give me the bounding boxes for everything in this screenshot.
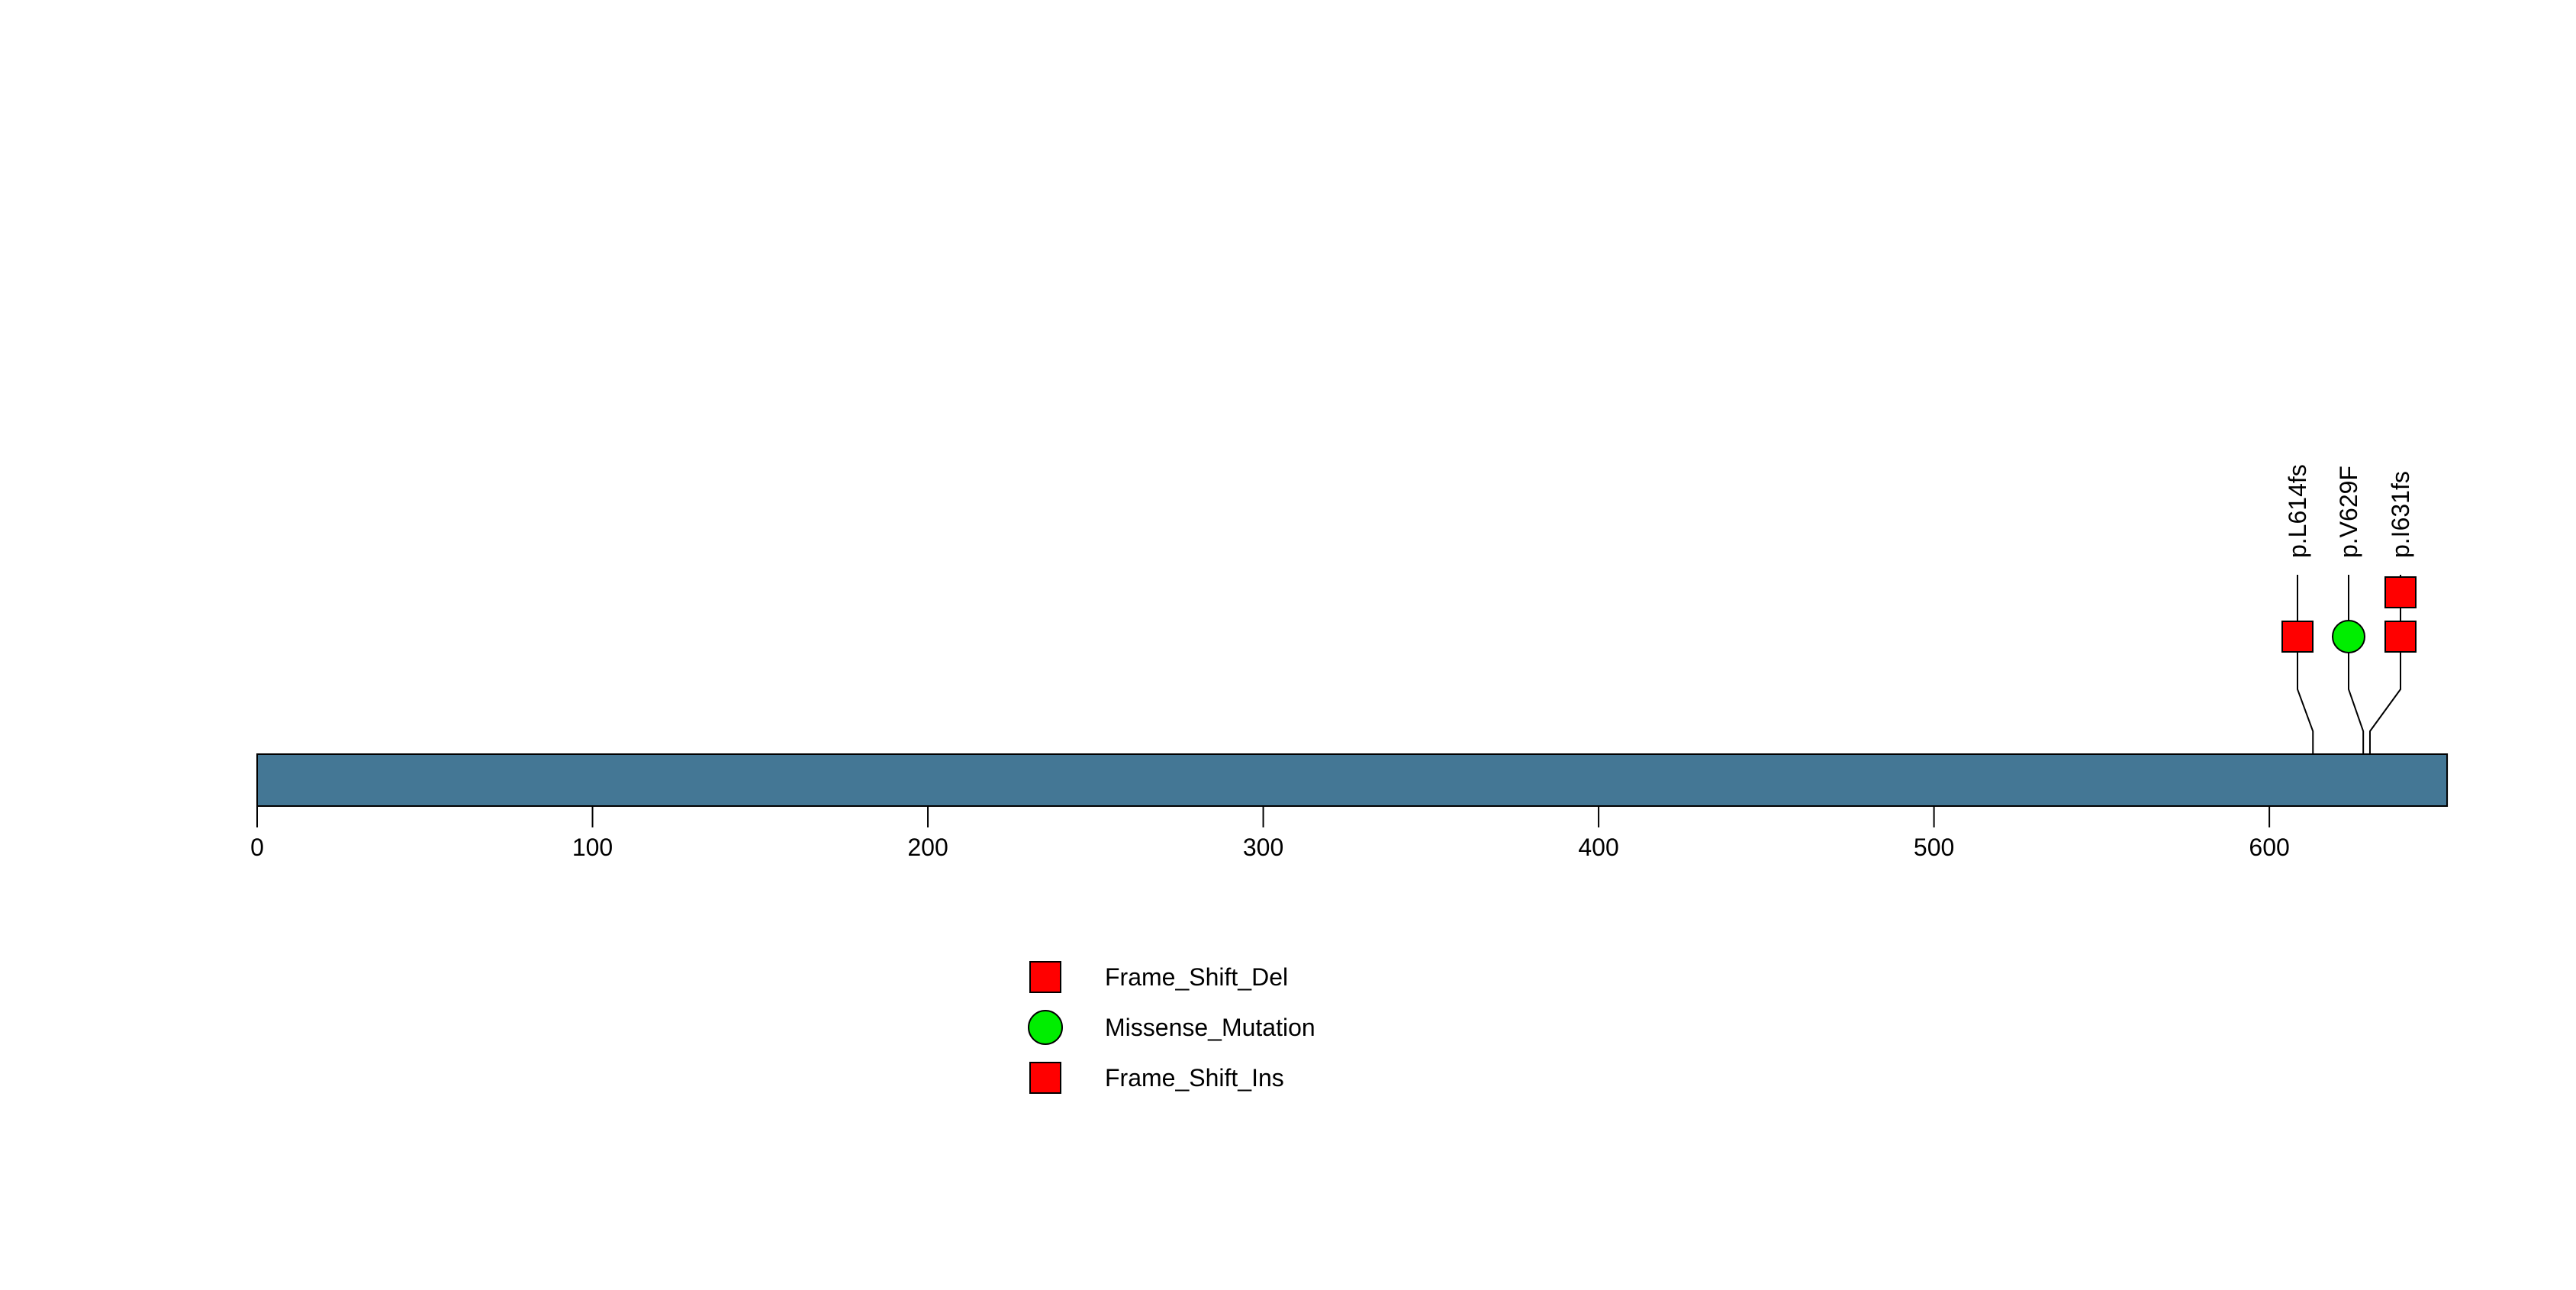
legend-label: Frame_Shift_Del [1105, 963, 1288, 991]
mutation-marker-circle [2332, 620, 2365, 653]
mutation-label: p.L614fs [2284, 464, 2311, 558]
axis-tick-label: 0 [250, 834, 264, 861]
axis-tick-label: 300 [1243, 834, 1283, 861]
axis-tick-label: 400 [1578, 834, 1618, 861]
mutation-label: p.I631fs [2387, 471, 2414, 558]
mutation-marker-square [2281, 621, 2314, 653]
axis-tick-label: 500 [1914, 834, 1954, 861]
mutation-label: p.V629F [2335, 466, 2362, 558]
axis-tick-label: 600 [2249, 834, 2289, 861]
mutation-marker-square [2384, 576, 2417, 608]
legend-label: Missense_Mutation [1105, 1014, 1315, 1041]
legend-swatch-circle [1028, 1010, 1063, 1045]
mutation-marker-square [2384, 621, 2417, 653]
axis-tick-label: 100 [572, 834, 613, 861]
protein-backbone-bar [256, 753, 2449, 807]
legend-label: Frame_Shift_Ins [1105, 1064, 1284, 1092]
legend-swatch-square [1029, 961, 1061, 993]
axis-tick-label: 200 [907, 834, 948, 861]
legend-swatch-square [1029, 1062, 1061, 1094]
